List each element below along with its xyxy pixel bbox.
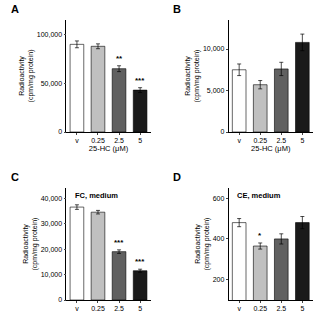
- svg-text:25-HC (μM): 25-HC (μM): [89, 144, 129, 153]
- svg-text:B: B: [173, 3, 181, 15]
- svg-text:25-HC (μM): 25-HC (μM): [251, 144, 291, 153]
- svg-text:v: v: [237, 137, 241, 144]
- svg-text:0.25: 0.25: [253, 305, 267, 312]
- svg-text:0.25: 0.25: [91, 305, 105, 312]
- svg-text:10,000: 10,000: [203, 45, 225, 52]
- svg-text:5: 5: [138, 137, 142, 144]
- svg-text:2.5: 2.5: [114, 137, 124, 144]
- svg-text:0.25: 0.25: [91, 137, 105, 144]
- svg-text:Radioactivity(cpm/mg protein): Radioactivity(cpm/mg protein): [194, 218, 211, 271]
- svg-text:100,000: 100,000: [37, 31, 62, 38]
- svg-text:10,000: 10,000: [41, 271, 63, 278]
- svg-text:v: v: [75, 305, 79, 312]
- svg-text:20,000: 20,000: [41, 246, 63, 253]
- svg-text:2.5: 2.5: [276, 137, 286, 144]
- svg-text:40,000: 40,000: [41, 195, 63, 202]
- svg-text:50,000: 50,000: [41, 80, 63, 87]
- svg-text:2.5: 2.5: [114, 305, 124, 312]
- svg-text:Radioactivity(cpm/mg protein): Radioactivity(cpm/mg protein): [22, 218, 39, 271]
- svg-text:0: 0: [220, 128, 224, 135]
- svg-text:0: 0: [58, 128, 62, 135]
- svg-text:5: 5: [300, 305, 304, 312]
- svg-text:A: A: [11, 3, 19, 15]
- svg-text:5: 5: [300, 137, 304, 144]
- svg-text:0.25: 0.25: [253, 137, 267, 144]
- svg-text:5,000: 5,000: [207, 87, 225, 94]
- svg-text:***: ***: [114, 238, 124, 247]
- svg-text:C: C: [11, 171, 19, 183]
- svg-text:5: 5: [138, 305, 142, 312]
- svg-text:v: v: [237, 305, 241, 312]
- svg-text:2.5: 2.5: [276, 305, 286, 312]
- svg-text:200: 200: [213, 276, 225, 283]
- svg-text:600: 600: [213, 195, 225, 202]
- svg-text:Radioactivity(cpm/mg protein): Radioactivity(cpm/mg protein): [184, 50, 201, 103]
- svg-text:*: *: [258, 231, 262, 240]
- svg-text:***: ***: [135, 76, 145, 85]
- svg-text:**: **: [116, 54, 123, 63]
- svg-text:FC, medium: FC, medium: [75, 191, 118, 200]
- svg-text:0: 0: [58, 296, 62, 303]
- svg-text:v: v: [75, 137, 79, 144]
- svg-text:Radioactivity(cpm/mg protein): Radioactivity(cpm/mg protein): [18, 50, 35, 103]
- svg-text:D: D: [173, 171, 181, 183]
- svg-text:CE, medium: CE, medium: [237, 191, 281, 200]
- svg-text:400: 400: [213, 235, 225, 242]
- svg-text:30,000: 30,000: [41, 220, 63, 227]
- svg-text:***: ***: [135, 257, 145, 266]
